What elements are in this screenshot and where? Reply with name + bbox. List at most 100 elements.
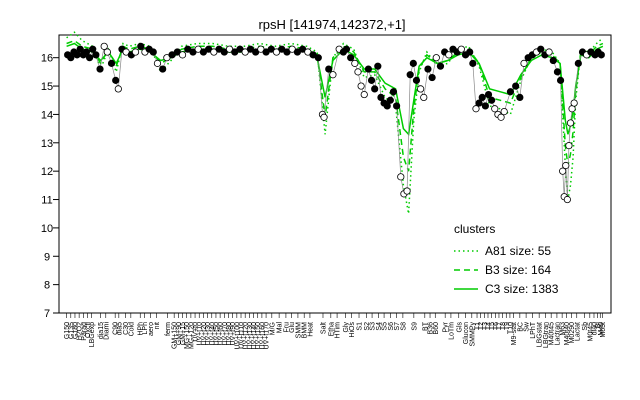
x-tick-label: LPhT [530,321,537,338]
x-tick-label: GM+15 [180,322,187,345]
x-tick-label: Glu [289,322,296,333]
x-tick-label: UV+t60 [218,322,225,346]
x-tick-label: UV+t20 [201,322,208,346]
data-point [112,76,120,84]
data-point [466,48,474,56]
x-tick-label: G150 [64,322,71,339]
x-tick-label: M40t45 [549,322,556,345]
data-point [371,85,379,93]
y-tick-label: 12 [41,166,53,178]
x-tick-label: UV+t0 [193,322,200,342]
data-point [329,71,337,79]
series-line-a81 [66,31,604,214]
data-point [76,45,84,53]
x-tick-label: UV+t10 [197,322,204,346]
data-point [481,102,489,110]
data-points [64,42,605,204]
x-tick-label: H2O2 [77,322,84,340]
x-tick-label: S3 [370,322,377,331]
x-tick-label: C90 [113,322,120,335]
x-tick-label: BC [517,322,524,332]
x-tick-label: S9 [411,322,418,331]
x-tick-label: UV+t100 [234,322,241,350]
x-tick-label: LBGexp [89,322,96,347]
x-tick-label: GM+90 [176,322,183,345]
x-tick-label: dia15 [98,322,105,339]
y-tick-label: 7 [44,308,50,320]
data-point [549,56,557,65]
x-tick-label: UV+t150 [255,322,262,350]
legend: clusters A81 size: 55 B3 size: 164 C3 si… [454,222,559,296]
data-point [563,195,571,204]
x-tick-label: LPh [142,322,149,335]
y-tick-label: 8 [44,280,50,292]
x-tick-label: S1 [357,322,364,331]
data-point [82,48,91,56]
data-point [457,45,465,53]
x-tick-label: T4 [485,322,492,330]
data-point [159,65,167,73]
x-tick-label: UV+t130 [247,322,254,350]
x-tick-label: T1 [475,322,482,330]
data-point [351,59,359,67]
x-tick-label: Paraq [81,322,88,341]
x-tick-label: G180 [72,322,79,339]
x-tick-label: Glucon [463,322,470,344]
data-point [397,173,405,181]
x-tick-label: UV+t30 [205,322,212,346]
x-tick-label: T9 [504,322,511,330]
x-tick-label: S2 [364,322,371,331]
data-point [364,65,373,73]
data-point [506,88,515,96]
data-point [406,71,414,79]
x-tick-label: UV+t170 [264,322,271,350]
data-point [342,45,351,53]
data-point [131,48,140,56]
data-point [497,113,505,121]
legend-label-a81: A81 size: 55 [485,244,551,258]
x-tick-label: M40t40 [564,322,571,345]
legend-label-b3: B3 size: 164 [485,263,551,277]
data-point [149,48,157,56]
x-tick-label: ferm [165,322,172,336]
x-tick-label: Diami [103,322,110,340]
data-point [424,65,432,73]
x-tick-label: dia5 [116,322,123,335]
data-point [89,45,97,53]
data-point [484,90,493,99]
y-axis: 7 8 9 10 11 12 13 14 15 16 [41,53,59,320]
y-tick-label: 14 [41,109,53,121]
data-point [367,76,376,84]
series-line-c3 [66,42,604,136]
x-tick-label: Lactran [554,322,561,345]
x-tick-label: M/G [269,322,276,335]
x-tick-label: T3 [482,322,489,330]
data-point [393,102,401,110]
x-tick-label: UV+t140 [251,322,258,350]
x-tick-label: M9-stat [511,322,518,345]
x-tick-label: S4 [376,322,383,331]
x-tick-label: B36 [428,322,435,335]
x-tick-label: Oxctl [85,322,92,338]
data-point [178,51,187,59]
x-tick-label: GM+150 [172,322,179,349]
legend-title: clusters [454,222,495,236]
data-point [475,99,483,107]
plot-frame [58,34,612,314]
data-point [320,113,328,121]
data-point [153,59,162,67]
y-tick-label: 16 [41,53,53,65]
data-point [570,99,578,107]
data-point [100,42,108,50]
x-tick-label: M0290 [569,322,576,344]
data-point [559,167,567,175]
x-tick-label: MG+150 [184,322,191,349]
x-tick-label: BMM [302,322,309,339]
x-tick-label: M0t45 [587,322,594,342]
legend-label-c3: C3 size: 1383 [485,282,559,296]
data-point [472,105,480,113]
x-tick-label: UV+t80 [226,322,233,346]
data-point [67,54,75,62]
x-tick-label: SMM [295,322,302,339]
